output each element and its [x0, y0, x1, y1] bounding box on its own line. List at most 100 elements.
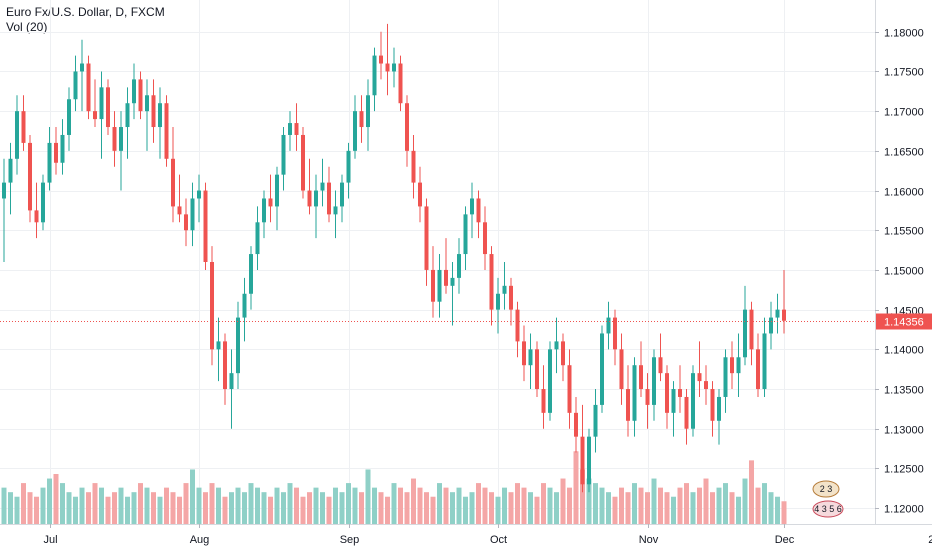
candle-body — [593, 404, 598, 437]
candle-body — [528, 349, 533, 366]
volume-bar — [170, 492, 176, 524]
candle-body — [99, 87, 104, 120]
y-tick-label: 1.17500 — [884, 67, 924, 79]
volume-bar — [775, 496, 780, 524]
flag-badge-icon[interactable] — [812, 500, 844, 518]
volume-bar — [229, 492, 234, 524]
volume-bar — [235, 487, 241, 524]
volume-bar — [495, 496, 501, 524]
volume-bar — [307, 492, 312, 524]
candle-body — [275, 174, 279, 207]
candle-body — [236, 317, 240, 374]
candle-body — [411, 150, 416, 183]
volume-bar — [86, 492, 91, 524]
candle-body — [619, 349, 624, 390]
candle-body — [106, 87, 110, 128]
candle-body — [450, 277, 455, 286]
candle-body — [197, 190, 201, 199]
candle-body — [73, 71, 78, 100]
volume-bar — [547, 487, 553, 524]
candle-body — [743, 309, 747, 358]
volume-bar — [606, 492, 611, 524]
volume-bar — [385, 496, 390, 524]
volume-bar — [339, 492, 345, 524]
volume-bar — [781, 501, 787, 524]
badge-bottom-count: 4 3 5 6 — [814, 504, 842, 514]
current-price-label: 1.14356 — [884, 317, 924, 329]
volume-bar — [671, 496, 676, 524]
candle-body — [184, 214, 188, 231]
volume-bar — [677, 487, 683, 524]
event-badges[interactable]: 2 3 4 3 5 6 — [812, 480, 844, 518]
candle-body — [28, 142, 32, 211]
candle-body — [21, 111, 26, 143]
volume-bar — [625, 492, 631, 524]
volume-bar — [424, 492, 429, 524]
volume-bar — [599, 487, 605, 524]
y-tick-label: 1.14000 — [884, 345, 924, 357]
volume-bar — [489, 492, 494, 524]
candle-body — [749, 309, 754, 350]
candle-body — [535, 349, 539, 390]
volume-bar — [14, 496, 20, 524]
volume-bar — [346, 483, 351, 524]
candle-body — [398, 63, 403, 104]
volume-bar — [612, 496, 618, 524]
volume-bar — [749, 460, 754, 524]
current-price-tag-bg — [876, 313, 932, 330]
candle-body — [645, 389, 650, 405]
volume-bar — [723, 483, 728, 524]
earnings-badge-icon[interactable] — [812, 480, 840, 498]
candle-body — [379, 55, 383, 64]
candle-body — [190, 198, 195, 231]
volume-bar — [34, 496, 39, 524]
volume-bar — [47, 478, 52, 524]
candle-body — [756, 349, 760, 390]
candle-body — [405, 103, 409, 151]
volume-bar — [703, 478, 709, 524]
candle-body — [502, 285, 507, 294]
candle-body — [684, 396, 689, 429]
volume-bar — [515, 483, 520, 524]
candle-body — [541, 389, 546, 413]
candle-body — [775, 309, 780, 318]
candle-body — [561, 341, 565, 366]
volume-bar — [528, 492, 533, 524]
candle-body — [418, 182, 422, 207]
price-axis[interactable]: 1.18000 1.17500 1.17000 1.16500 1.16000 1.155… — [875, 28, 924, 516]
volume-bar — [53, 474, 59, 524]
volume-bar — [456, 487, 462, 524]
candle-body — [67, 99, 71, 135]
candle-body — [457, 254, 461, 278]
candle-body — [327, 182, 331, 215]
candle-body — [671, 389, 676, 413]
candle-body — [60, 134, 65, 163]
volume-bar — [521, 487, 527, 524]
volume-bar — [1, 487, 7, 524]
volume-bar — [372, 487, 377, 524]
candle-body — [515, 309, 520, 342]
candle-body — [320, 182, 325, 191]
volume-bar — [690, 492, 696, 524]
candle-body — [34, 210, 39, 223]
candle-body — [346, 150, 351, 183]
candle-body — [268, 198, 273, 207]
candle-body — [307, 190, 312, 207]
candle-body — [249, 254, 253, 294]
volume-bar — [281, 492, 286, 524]
candle-body — [2, 182, 6, 199]
candle-body — [730, 357, 734, 374]
x-tick-label: Jul — [43, 534, 57, 546]
volume-bar — [320, 492, 325, 524]
candle-body — [574, 412, 578, 437]
candle-body — [353, 111, 357, 151]
volume-bar — [697, 487, 702, 524]
volume-bar — [21, 483, 26, 524]
candle-body — [281, 134, 286, 175]
candle-body — [288, 123, 292, 135]
candle-body — [340, 182, 344, 207]
time-axis[interactable]: Jul Aug Sep Oct Nov Dec 2019 — [43, 524, 932, 546]
candle-body — [359, 111, 364, 128]
volume-bar — [287, 483, 293, 524]
